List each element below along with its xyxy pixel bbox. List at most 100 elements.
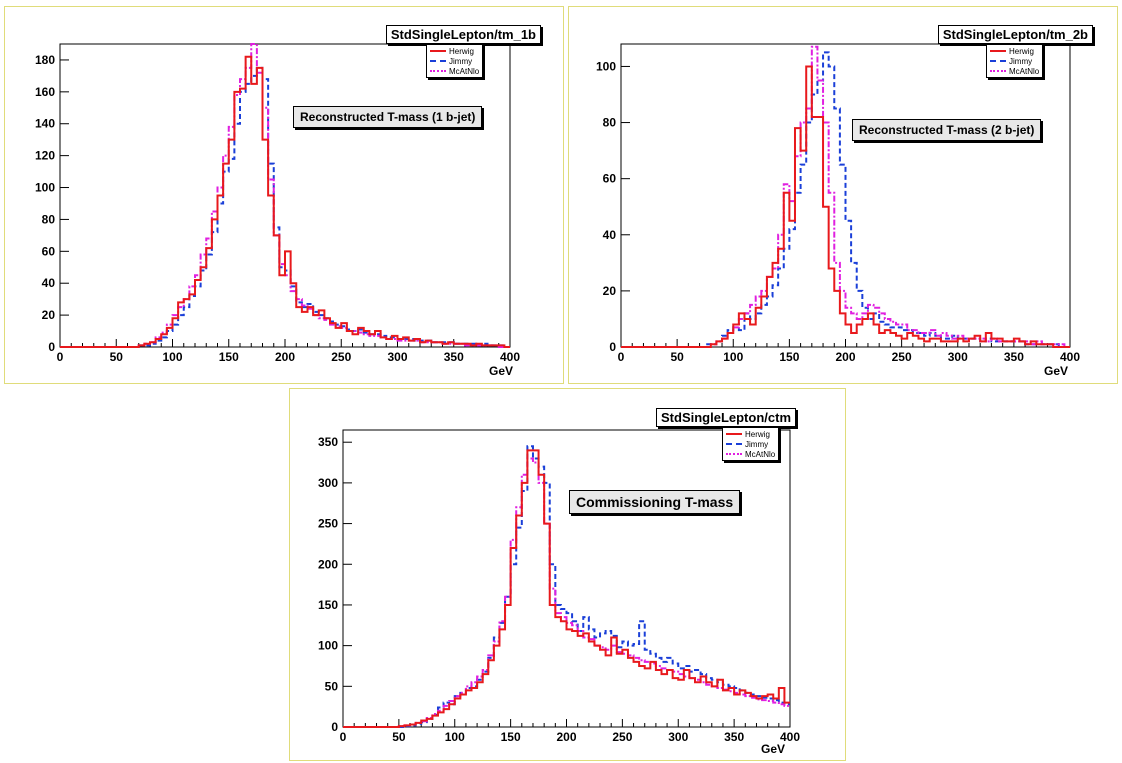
legend-line-jimmy bbox=[430, 60, 446, 62]
x-tick-label: 300 bbox=[948, 350, 968, 364]
x-tick-label: 350 bbox=[724, 730, 744, 744]
legend-line-jimmy bbox=[726, 443, 742, 445]
legend-label-mcatnlo: McAtNlo bbox=[1009, 66, 1040, 76]
x-axis-label: GeV bbox=[761, 742, 786, 756]
chart-plot-ctm: 0 50 100 150 200 250 300 350 400 0 50 100 150 200 250 3… bbox=[318, 429, 800, 744]
series-mcatnlo bbox=[60, 43, 510, 348]
legend-label-jimmy: Jimmy bbox=[1009, 56, 1033, 66]
x-tick-label: 0 bbox=[57, 350, 64, 364]
series-mcatnlo bbox=[621, 45, 1070, 348]
y-tick-label: 150 bbox=[318, 598, 338, 612]
x-tick-label: 400 bbox=[1060, 350, 1080, 364]
chart-panel-tm-2b: 0 50 100 150 200 250 300 350 400 0 20 40 60 80 100 Std… bbox=[568, 6, 1118, 384]
chart-legend: Herwig Jimmy McAtNlo bbox=[426, 44, 484, 78]
y-tick-label: 40 bbox=[42, 276, 56, 290]
legend-label-mcatnlo: McAtNlo bbox=[449, 66, 480, 76]
plot-frame bbox=[59, 43, 511, 348]
series-herwig bbox=[343, 449, 790, 728]
legend-entry-herwig: Herwig bbox=[726, 429, 775, 439]
x-tick-label: 50 bbox=[110, 350, 124, 364]
x-tick-label: 250 bbox=[612, 730, 632, 744]
chart-legend: Herwig Jimmy McAtNlo bbox=[986, 44, 1044, 78]
legend-entry-jimmy: Jimmy bbox=[726, 439, 775, 449]
x-tick-label: 350 bbox=[1004, 350, 1024, 364]
y-tick-label: 350 bbox=[318, 435, 338, 449]
x-tick-label: 400 bbox=[500, 350, 520, 364]
y-tick-label: 100 bbox=[35, 181, 55, 195]
chart-title: StdSingleLepton/tm_2b bbox=[937, 25, 1093, 44]
x-tick-label: 150 bbox=[219, 350, 239, 364]
x-tick-label: 300 bbox=[387, 350, 407, 364]
x-axis-label: GeV bbox=[489, 364, 514, 378]
legend-label-herwig: Herwig bbox=[449, 46, 474, 56]
legend-line-mcatnlo bbox=[430, 70, 446, 72]
legend-entry-herwig: Herwig bbox=[990, 46, 1039, 56]
y-tick-label: 50 bbox=[325, 679, 339, 693]
legend-line-mcatnlo bbox=[990, 70, 1006, 72]
x-tick-label: 150 bbox=[779, 350, 799, 364]
y-tick-label: 300 bbox=[318, 476, 338, 490]
y-tick-label: 200 bbox=[318, 557, 338, 571]
legend-line-herwig bbox=[430, 50, 446, 52]
x-tick-label: 250 bbox=[892, 350, 912, 364]
y-tick-label: 160 bbox=[35, 85, 55, 99]
y-tick-label: 20 bbox=[603, 284, 617, 298]
legend-label-herwig: Herwig bbox=[745, 429, 770, 439]
x-tick-label: 150 bbox=[501, 730, 521, 744]
x-tick-label: 200 bbox=[275, 350, 295, 364]
x-tick-label: 250 bbox=[331, 350, 351, 364]
series-herwig bbox=[60, 55, 510, 348]
series-jimmy bbox=[621, 51, 1070, 348]
x-tick-label: 0 bbox=[340, 730, 347, 744]
chart-panel-tm-1b: 0 50 100 150 200 250 300 350 400 0 20 40 60 80 100 120 1… bbox=[4, 6, 564, 384]
x-tick-label: 100 bbox=[162, 350, 182, 364]
chart-annotation: Commissioning T-mass bbox=[569, 490, 741, 514]
x-tick-label: 200 bbox=[556, 730, 576, 744]
legend-label-jimmy: Jimmy bbox=[449, 56, 473, 66]
x-tick-label: 300 bbox=[668, 730, 688, 744]
legend-line-jimmy bbox=[990, 60, 1006, 62]
chart-plot-tm-2b: 0 50 100 150 200 250 300 350 400 0 20 40 60 80 100 bbox=[596, 43, 1080, 364]
series-herwig bbox=[621, 65, 1070, 348]
y-tick-label: 120 bbox=[35, 149, 55, 163]
legend-line-mcatnlo bbox=[726, 453, 742, 455]
x-tick-label: 100 bbox=[723, 350, 743, 364]
legend-line-herwig bbox=[990, 50, 1006, 52]
y-tick-label: 100 bbox=[596, 59, 616, 73]
y-tick-label: 20 bbox=[42, 308, 56, 322]
x-tick-label: 0 bbox=[618, 350, 625, 364]
chart-title: StdSingleLepton/ctm bbox=[656, 408, 796, 427]
chart-title: StdSingleLepton/tm_1b bbox=[385, 25, 541, 44]
y-tick-label: 40 bbox=[603, 228, 617, 242]
y-tick-label: 140 bbox=[35, 117, 55, 131]
chart-annotation: Reconstructed T-mass (1 b-jet) bbox=[293, 106, 483, 128]
x-tick-label: 200 bbox=[835, 350, 855, 364]
legend-entry-mcatnlo: McAtNlo bbox=[990, 66, 1039, 76]
x-tick-label: 50 bbox=[670, 350, 684, 364]
y-tick-label: 80 bbox=[42, 212, 56, 226]
y-tick-label: 180 bbox=[35, 53, 55, 67]
chart-legend: Herwig Jimmy McAtNlo bbox=[722, 427, 780, 461]
legend-entry-herwig: Herwig bbox=[430, 46, 479, 56]
chart-annotation: Reconstructed T-mass (2 b-jet) bbox=[852, 119, 1042, 141]
legend-label-jimmy: Jimmy bbox=[745, 439, 769, 449]
y-tick-label: 0 bbox=[609, 340, 616, 354]
legend-entry-jimmy: Jimmy bbox=[990, 56, 1039, 66]
chart-plot-tm-1b: 0 50 100 150 200 250 300 350 400 0 20 40 60 80 100 120 1… bbox=[35, 43, 520, 364]
y-tick-label: 100 bbox=[318, 639, 338, 653]
legend-entry-mcatnlo: McAtNlo bbox=[726, 449, 775, 459]
x-tick-label: 100 bbox=[445, 730, 465, 744]
legend-label-herwig: Herwig bbox=[1009, 46, 1034, 56]
legend-label-mcatnlo: McAtNlo bbox=[745, 449, 776, 459]
y-tick-label: 250 bbox=[318, 517, 338, 531]
x-tick-label: 50 bbox=[392, 730, 406, 744]
x-axis-label: GeV bbox=[1044, 364, 1069, 378]
chart-panel-ctm: 0 50 100 150 200 250 300 350 400 0 50 100 150 200 250 3… bbox=[289, 388, 846, 761]
legend-line-herwig bbox=[726, 433, 742, 435]
x-tick-label: 400 bbox=[780, 730, 800, 744]
legend-entry-jimmy: Jimmy bbox=[430, 56, 479, 66]
y-tick-label: 0 bbox=[48, 340, 55, 354]
y-tick-label: 60 bbox=[603, 172, 617, 186]
x-tick-label: 350 bbox=[444, 350, 464, 364]
y-tick-label: 80 bbox=[603, 116, 617, 130]
